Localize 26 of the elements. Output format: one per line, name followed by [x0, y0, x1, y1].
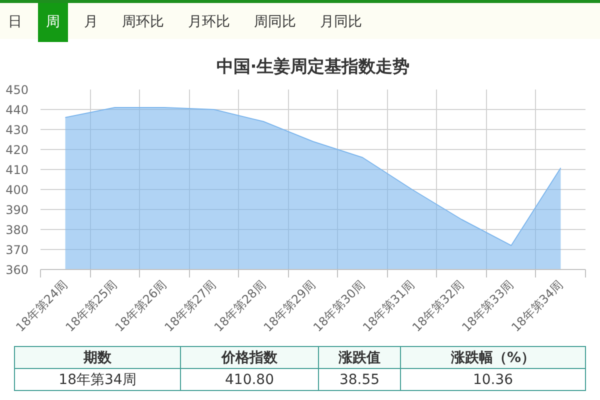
text: 周同比	[253, 13, 297, 32]
text: 10.36	[400, 368, 586, 390]
text: 周环比	[121, 13, 165, 32]
chart-title: 中国·生姜周定基指数走势	[216, 56, 410, 77]
text: 周	[38, 3, 68, 42]
y-tick-label: 420	[6, 143, 28, 157]
text: 月	[83, 13, 99, 32]
y-tick-label: 430	[6, 123, 28, 137]
text: 价格指数	[180, 346, 318, 368]
y-tick-label: 400	[6, 183, 28, 197]
y-tick-label: 440	[6, 103, 28, 117]
y-tick-label: 450	[6, 83, 28, 97]
y-tick-label: 410	[6, 163, 28, 177]
text: 月同比	[319, 13, 363, 32]
text: 期数	[14, 346, 180, 368]
y-tick-label: 380	[6, 223, 28, 237]
text: 日	[7, 13, 23, 32]
text: 38.55	[318, 368, 400, 390]
y-tick-label: 360	[6, 263, 28, 277]
text: 410.80	[180, 368, 318, 390]
text: 18年第34周	[14, 368, 180, 390]
text: 涨跌值	[318, 346, 400, 368]
text: 涨跌幅（%）	[400, 346, 586, 368]
y-tick-label: 390	[6, 203, 28, 217]
text: 月环比	[187, 13, 231, 32]
y-tick-label: 370	[6, 243, 28, 257]
